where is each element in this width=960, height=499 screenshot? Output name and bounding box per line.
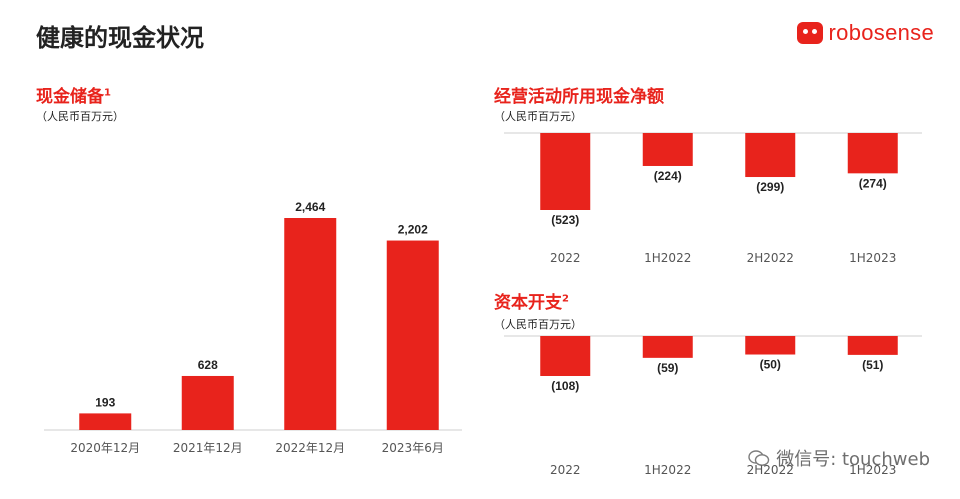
operating-cash-title: 经营活动所用现金净额 xyxy=(494,87,664,107)
cash-category-label-2: 2022年12月 xyxy=(275,441,345,455)
cash-value-label-3: 2,202 xyxy=(398,223,428,237)
cash-bar-0 xyxy=(79,413,132,430)
opcash-value-label-2: (299) xyxy=(756,180,784,194)
robot-face-icon xyxy=(796,22,823,44)
cash-bar-1 xyxy=(181,375,234,430)
capex-value-label-3: (51) xyxy=(862,358,883,372)
capex-bar-0 xyxy=(540,336,591,376)
capex-category-label-2: 2H2022 xyxy=(747,463,794,477)
cash-reserve-title: 现金储备1 xyxy=(36,87,111,107)
operating-cash-unit: （人民币百万元） xyxy=(494,110,582,123)
capex-category-label-3: 1H2023 xyxy=(849,463,896,477)
cash-bar-2 xyxy=(284,218,337,430)
opcash-bar-1 xyxy=(642,133,693,166)
wechat-watermark: 微信号: touchweb xyxy=(748,445,930,471)
opcash-category-label-0: 2022 xyxy=(550,251,581,265)
wechat-icon xyxy=(748,450,770,466)
capex-value-label-1: (59) xyxy=(657,361,678,375)
cash-value-label-2: 2,464 xyxy=(295,200,325,214)
cash-value-label-1: 628 xyxy=(198,358,218,372)
page-title: 健康的现金状况 xyxy=(36,24,204,52)
capex-category-label-0: 2022 xyxy=(550,463,581,477)
capex-bar-3 xyxy=(847,336,898,355)
opcash-category-label-3: 1H2023 xyxy=(849,251,896,265)
watermark-text: 微信号: touchweb xyxy=(776,449,930,470)
cash-value-label-0: 193 xyxy=(95,395,115,409)
cash-bar-3 xyxy=(386,240,439,430)
capex-bar-2 xyxy=(745,336,796,355)
cash-category-label-3: 2023年6月 xyxy=(382,441,444,455)
robosense-logo: robosense xyxy=(796,20,934,46)
capex-bar-1 xyxy=(642,336,693,358)
opcash-bar-2 xyxy=(745,133,796,178)
capex-category-label-1: 1H2022 xyxy=(644,463,691,477)
opcash-bar-3 xyxy=(847,133,898,174)
capex-value-label-2: (50) xyxy=(760,358,781,372)
logo-text: robosense xyxy=(828,20,934,45)
cash-reserve-unit: （人民币百万元） xyxy=(36,110,124,123)
opcash-value-label-0: (523) xyxy=(551,213,579,227)
opcash-bar-0 xyxy=(540,133,591,210)
capex-value-label-0: (108) xyxy=(551,379,579,393)
cash-category-label-1: 2021年12月 xyxy=(173,441,243,455)
opcash-value-label-3: (274) xyxy=(859,176,887,190)
opcash-category-label-1: 1H2022 xyxy=(644,251,691,265)
opcash-value-label-1: (224) xyxy=(654,169,682,183)
cash-category-label-0: 2020年12月 xyxy=(70,441,140,455)
capex-title: 资本开支2 xyxy=(494,293,569,313)
capex-unit: （人民币百万元） xyxy=(494,318,582,331)
opcash-category-label-2: 2H2022 xyxy=(747,251,794,265)
